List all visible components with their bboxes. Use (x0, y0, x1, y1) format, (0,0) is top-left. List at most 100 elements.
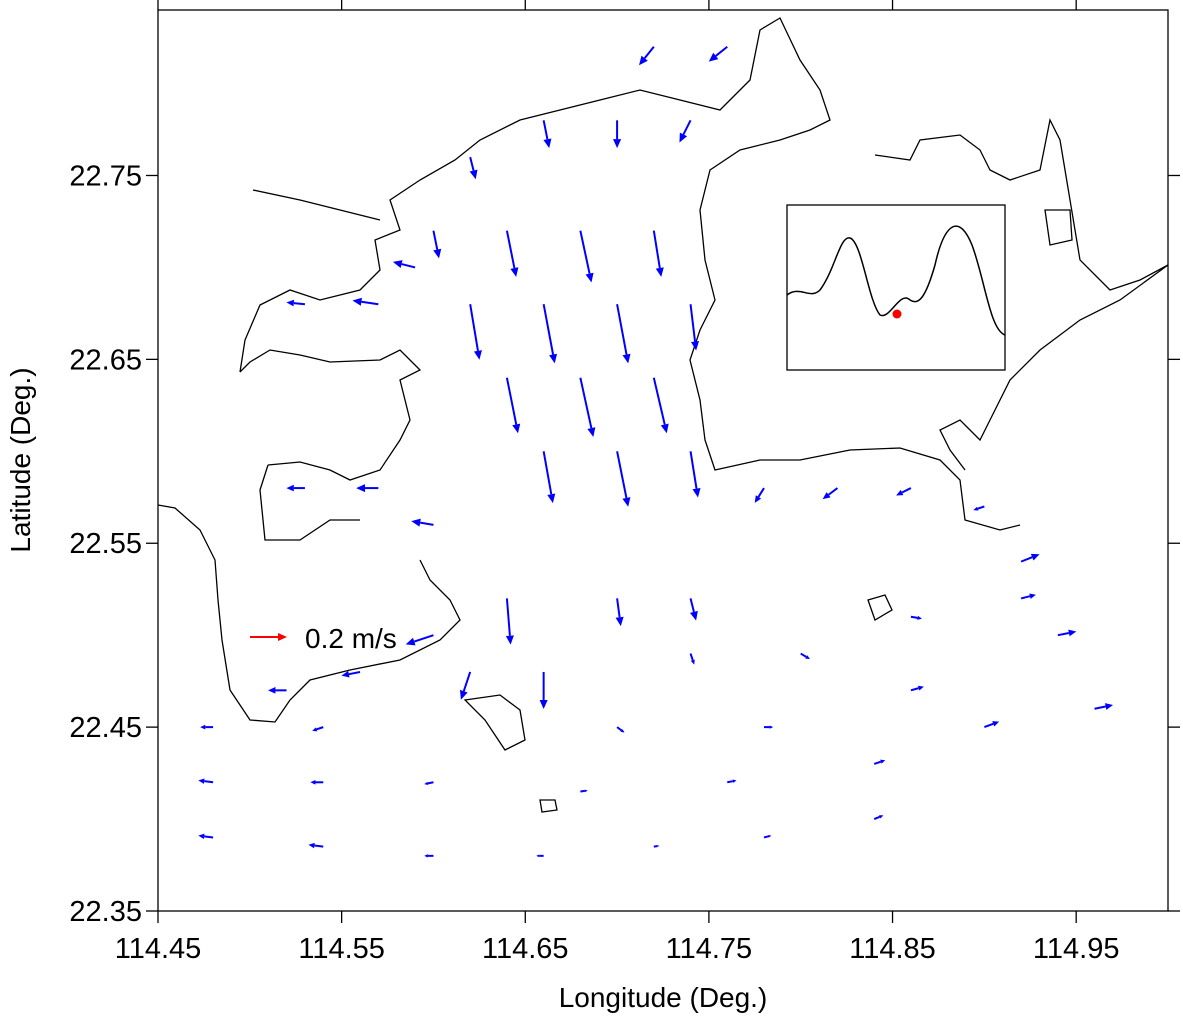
x-tick-label: 114.65 (482, 933, 569, 965)
vector-arrow (652, 230, 664, 277)
vector-arrow (392, 260, 416, 269)
coastline (157, 17, 1169, 813)
vector-arrow-part (873, 815, 881, 820)
vector-arrow-part (356, 484, 366, 493)
vector-arrow (689, 451, 701, 498)
y-axis-title: Latitude (Deg.) (5, 367, 36, 552)
vector-arrow-part (512, 423, 521, 434)
vector-arrow-part (587, 427, 596, 437)
vector-arrow-part (424, 854, 428, 858)
vector-arrow-part (539, 699, 548, 709)
vector-arrow-part (419, 521, 434, 526)
vector-arrow-part (769, 725, 774, 729)
vector-arrow-part (505, 230, 516, 269)
vector-arrow (341, 670, 361, 678)
vector-arrow (689, 304, 700, 351)
vector-arrow-part (405, 637, 416, 646)
vector-arrow (727, 779, 737, 784)
vector-arrow (411, 518, 434, 527)
vector-arrow-part (200, 724, 206, 730)
vector-arrow (579, 377, 596, 437)
vector-arrow-part (879, 815, 884, 819)
vector-arrow-part (505, 635, 514, 645)
vector-arrow-part (1057, 631, 1070, 637)
vector-arrow-part (1104, 703, 1114, 710)
vector-arrow (539, 671, 548, 709)
vector-arrow (432, 230, 442, 259)
vector-arrow (310, 779, 324, 785)
vector-arrow (405, 634, 434, 646)
reference-arrow-part (278, 632, 287, 642)
vector-arrow (984, 721, 1000, 729)
vector-arrow-part (653, 845, 658, 848)
vector-arrow (268, 687, 287, 694)
vector-arrow-part (585, 272, 594, 283)
vector-arrow (754, 487, 765, 503)
vector-arrow-part (542, 451, 553, 495)
vector-arrow-part (579, 230, 591, 274)
vector-arrow (616, 726, 625, 733)
vector-arrow-part (549, 353, 558, 364)
vector-arrow-part (660, 423, 669, 434)
vector-arrow-part (910, 615, 918, 619)
vector-arrow-part (469, 304, 479, 351)
vector-arrow (542, 304, 558, 364)
vector-arrow (542, 451, 556, 504)
vector-arrow-part (822, 492, 831, 500)
vector-arrow-part (973, 506, 979, 511)
vector-arrow-part (918, 685, 924, 691)
vector-arrow (689, 598, 698, 621)
vector-arrow-part (293, 302, 306, 306)
vector-arrow-part (715, 45, 728, 57)
vector-arrow-part (198, 833, 205, 840)
vector-arrow-part (469, 156, 475, 171)
vector-arrow-part (510, 267, 519, 277)
vector-arrow (763, 835, 772, 839)
vector-arrow-part (917, 615, 923, 620)
vector-arrow-part (1020, 556, 1033, 563)
vector-arrow-part (992, 721, 1000, 727)
vector-arrow-part (542, 304, 555, 355)
vector-arrow (536, 854, 544, 858)
vector-arrow (198, 778, 214, 784)
vector-arrow (800, 652, 810, 660)
vector-arrow-part (984, 722, 994, 729)
vector-arrow (356, 484, 379, 493)
vector-arrow (873, 759, 886, 765)
vector-arrow (708, 45, 728, 62)
vector-arrow-part (204, 780, 214, 784)
inset-marker (892, 309, 902, 319)
vector-arrow-part (732, 779, 737, 783)
vector-arrow-part (542, 120, 549, 140)
vector-arrow (1094, 703, 1114, 710)
vector-arrow (639, 46, 655, 66)
vector-arrow-part (459, 689, 468, 700)
vector-arrow (910, 615, 923, 620)
vector-arrow-part (655, 267, 664, 277)
vector-arrow (580, 789, 588, 793)
vector-arrow-part (348, 670, 361, 676)
vector-arrow-part (727, 780, 734, 784)
vector-arrow-part (977, 505, 985, 510)
vector-arrow (579, 230, 594, 283)
vector-arrow (352, 297, 379, 306)
vector-arrow-part (643, 46, 655, 59)
vector-arrow (542, 120, 552, 149)
reference-label: 0.2 m/s (305, 623, 397, 654)
vector-arrow-part (679, 132, 688, 143)
vector-arrow-part (613, 139, 622, 149)
y-tick-label: 22.65 (69, 344, 142, 376)
vector-arrow-part (268, 687, 276, 694)
inset-frame (786, 204, 1006, 371)
vector-arrow-part (768, 835, 772, 838)
x-tick-label: 114.75 (666, 933, 753, 965)
vector-arrow-part (424, 781, 429, 786)
vector-arrow-part (622, 353, 631, 364)
vector-arrow-part (656, 845, 660, 848)
vector-arrow-part (341, 670, 350, 678)
vector-arrow-part (689, 653, 694, 661)
vector-arrow (873, 815, 884, 820)
vector-arrow (308, 842, 324, 849)
vector-arrow-part (689, 451, 698, 489)
vector-arrow-part (1094, 705, 1106, 710)
